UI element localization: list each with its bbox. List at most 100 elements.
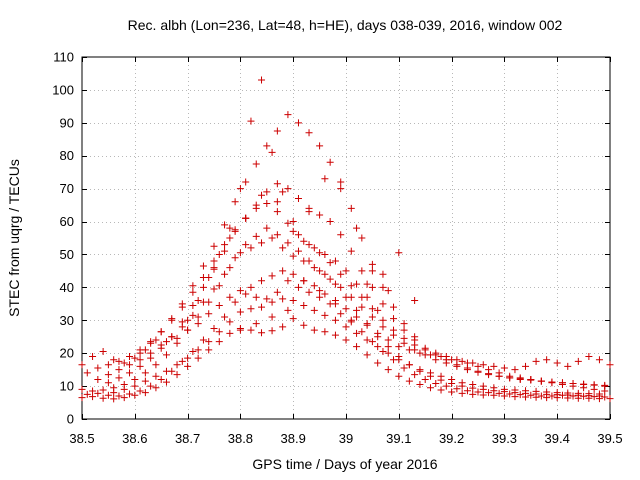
data-point xyxy=(252,204,260,212)
data-point xyxy=(189,301,197,309)
data-point xyxy=(331,280,339,288)
data-point xyxy=(395,372,403,380)
data-point xyxy=(152,361,160,369)
data-point xyxy=(421,376,429,384)
data-point xyxy=(279,323,287,331)
data-point xyxy=(358,328,366,336)
data-point xyxy=(310,326,318,334)
data-point xyxy=(458,379,466,387)
data-point xyxy=(189,348,197,356)
data-point xyxy=(194,313,202,321)
data-point xyxy=(131,376,139,384)
data-point xyxy=(305,129,313,137)
data-point xyxy=(316,211,324,219)
data-point xyxy=(263,199,271,207)
data-point xyxy=(215,282,223,290)
data-point xyxy=(321,290,329,298)
axis-ticks xyxy=(82,57,611,420)
data-point xyxy=(162,351,170,359)
data-point xyxy=(347,247,355,255)
data-point xyxy=(321,311,329,319)
data-point xyxy=(463,366,471,374)
data-point xyxy=(553,389,561,397)
data-point xyxy=(426,384,434,392)
data-point xyxy=(316,293,324,301)
data-point xyxy=(199,298,207,306)
data-point xyxy=(390,326,398,334)
data-point xyxy=(189,282,197,290)
data-point xyxy=(284,239,292,247)
data-point xyxy=(205,346,213,354)
data-point xyxy=(522,387,530,395)
data-point xyxy=(89,387,97,395)
y-tick-label: 20 xyxy=(60,346,74,361)
data-point xyxy=(585,352,593,360)
y-tick-label: 30 xyxy=(60,313,74,328)
data-point xyxy=(136,387,144,395)
y-tick-label: 70 xyxy=(60,181,74,196)
data-point xyxy=(284,306,292,314)
chart-title: Rec. albh (Lon=236, Lat=48, h=HE), days … xyxy=(128,17,563,33)
data-point xyxy=(522,362,530,370)
data-point xyxy=(395,356,403,364)
data-point xyxy=(83,369,91,377)
data-point xyxy=(194,320,202,328)
data-point xyxy=(585,390,593,398)
data-point xyxy=(273,198,281,206)
data-point xyxy=(310,306,318,314)
y-tick-label: 100 xyxy=(52,82,74,97)
data-point xyxy=(411,341,419,349)
data-point xyxy=(474,388,482,396)
data-point xyxy=(326,218,334,226)
data-point xyxy=(337,178,345,186)
data-point xyxy=(236,308,244,316)
data-point xyxy=(231,226,239,234)
data-point xyxy=(221,247,229,255)
data-point xyxy=(316,249,324,257)
data-point xyxy=(294,247,302,255)
data-point xyxy=(479,361,487,369)
y-tick-label: 60 xyxy=(60,214,74,229)
data-point xyxy=(226,234,234,242)
data-point xyxy=(184,354,192,362)
data-point xyxy=(358,267,366,275)
data-point xyxy=(252,293,260,301)
data-point xyxy=(342,305,350,313)
data-point xyxy=(448,388,456,396)
x-tick-label: 38.5 xyxy=(69,431,94,446)
data-point xyxy=(194,297,202,305)
data-point xyxy=(294,231,302,239)
data-point xyxy=(242,241,250,249)
data-points xyxy=(78,76,614,403)
data-point xyxy=(104,379,112,387)
data-point xyxy=(252,160,260,168)
data-point xyxy=(173,371,181,379)
data-point xyxy=(78,385,86,393)
data-point xyxy=(162,367,170,375)
x-tick-label: 39 xyxy=(339,431,353,446)
data-point xyxy=(184,316,192,324)
data-point xyxy=(242,214,250,222)
data-point xyxy=(374,306,382,314)
data-point xyxy=(294,283,302,291)
y-tick-label: 50 xyxy=(60,247,74,262)
data-point xyxy=(126,352,134,360)
data-point xyxy=(294,119,302,127)
data-point xyxy=(210,264,218,272)
data-point xyxy=(347,293,355,301)
data-point xyxy=(231,298,239,306)
x-tick-label: 38.7 xyxy=(175,431,200,446)
data-point xyxy=(453,362,461,370)
data-point xyxy=(485,366,493,374)
data-point xyxy=(131,391,139,399)
data-point xyxy=(226,329,234,337)
data-point xyxy=(284,219,292,227)
data-point xyxy=(141,377,149,385)
data-point xyxy=(495,389,503,397)
data-point xyxy=(157,328,165,336)
y-tick-label: 110 xyxy=(53,50,74,65)
data-point xyxy=(342,267,350,275)
data-point xyxy=(173,361,181,369)
data-point xyxy=(574,389,582,397)
data-point xyxy=(448,376,456,384)
